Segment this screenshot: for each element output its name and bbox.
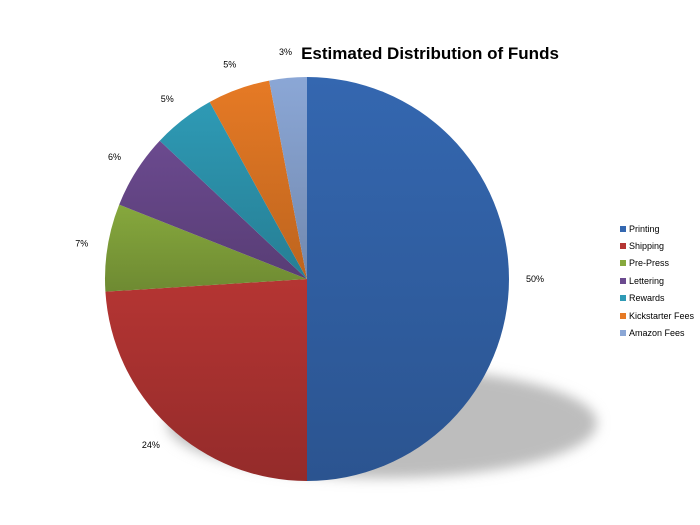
data-label-shipping: 24% [142,440,160,450]
pie-slice-rewards [159,101,307,279]
data-labels: 50% 24% 7% 6% 5% 5% 3% [75,47,544,450]
legend-label: Lettering [629,275,665,286]
legend-label: Printing [629,223,660,234]
data-label-rewards: 5% [161,94,174,104]
data-label-amazon-fees: 3% [279,47,292,57]
legend-item-rewards: Rewards [620,290,694,307]
legend-item-lettering: Lettering [620,272,694,289]
legend-item-kickstarter-fees: Kickstarter Fees [620,307,694,324]
chart-title: Estimated Distribution of Funds [301,44,559,63]
legend-swatch [620,312,626,319]
legend-label: Amazon Fees [629,328,685,339]
legend-swatch [620,260,626,267]
pie-slice-kickstarter-fees [209,80,307,279]
legend-swatch [620,277,626,284]
pie-slice-pre-press [104,204,307,292]
chart-legend: Printing Shipping Pre-Press Lettering Reward… [620,220,694,342]
pie-slice-printing [307,77,509,481]
pie-slices [104,77,509,481]
legend-swatch [620,243,626,250]
data-label-kickstarter-fees: 5% [223,59,236,69]
legend-swatch [620,295,626,302]
legend-label: Kickstarter Fees [629,310,695,321]
pie-slice-amazon-fees [269,77,307,279]
legend-label: Pre-Press [629,258,670,269]
pie-slice-shipping [105,279,308,481]
legend-label: Rewards [629,293,665,304]
legend-label: Shipping [629,241,665,252]
data-label-lettering: 6% [108,152,121,162]
pie-slice-lettering [119,140,307,279]
legend-item-amazon-fees: Amazon Fees [620,324,694,341]
data-label-pre-press: 7% [75,238,88,248]
legend-item-printing: Printing [620,220,694,237]
legend-swatch [620,225,626,232]
legend-item-shipping: Shipping [620,237,694,254]
legend-swatch [620,330,626,337]
data-label-printing: 50% [526,274,544,284]
legend-item-pre-press: Pre-Press [620,255,694,272]
